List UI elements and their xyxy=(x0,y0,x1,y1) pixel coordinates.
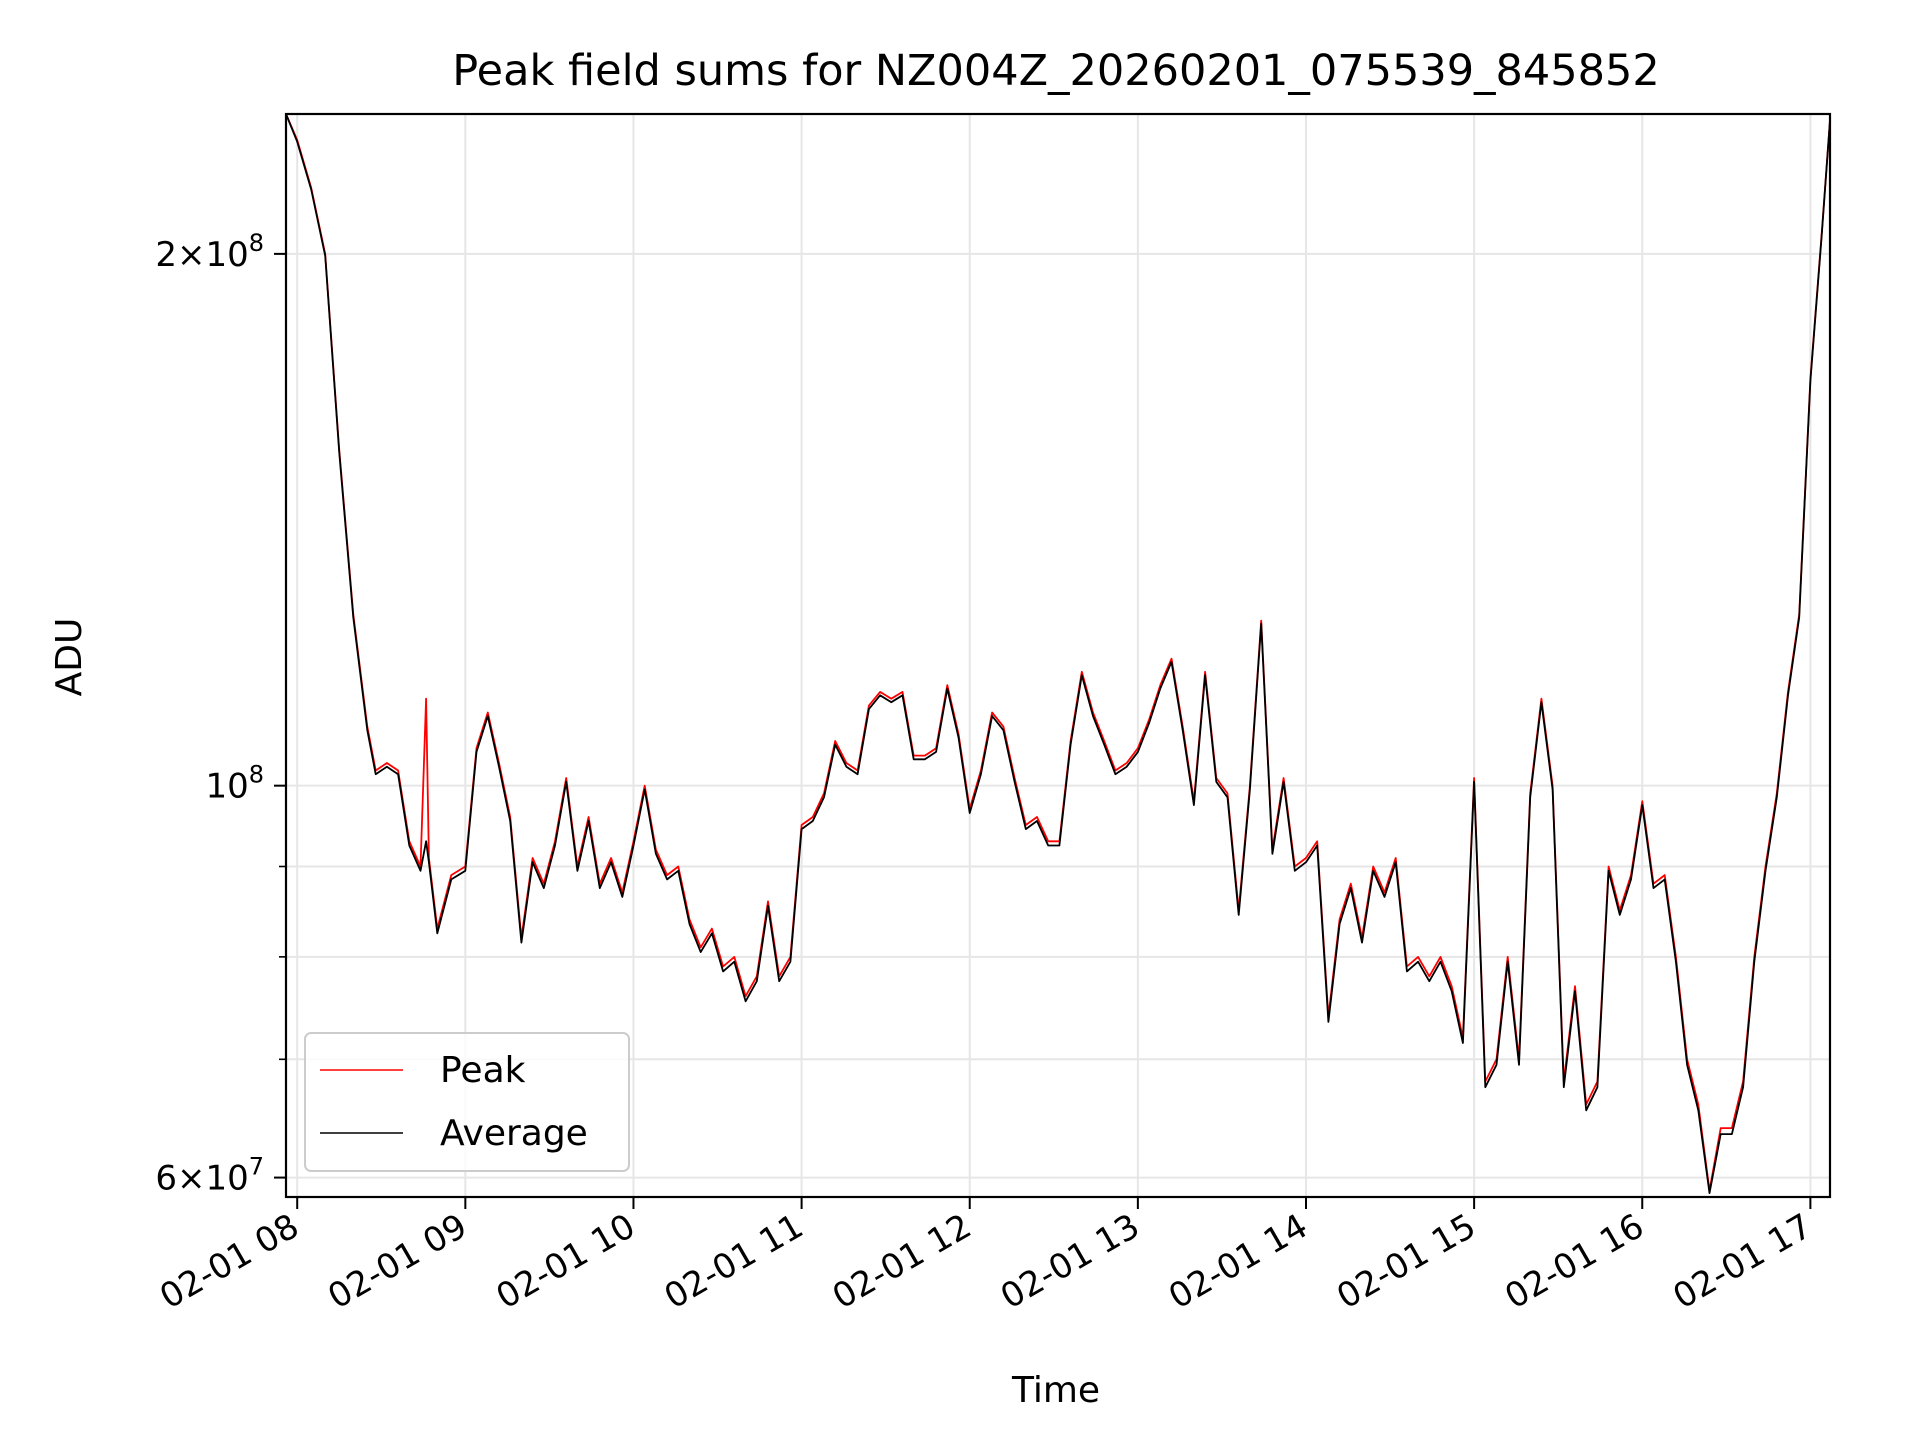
y-tick-label: 6×107 xyxy=(155,1153,264,1199)
y-tick-label: 2×108 xyxy=(155,229,264,275)
y-tick-exponent: 7 xyxy=(249,1153,264,1181)
legend[interactable]: Peak Average xyxy=(304,1032,630,1172)
y-tick-base: 6 xyxy=(155,1159,177,1199)
chart-title: Peak field sums for NZ004Z_20260201_0755… xyxy=(452,46,1659,96)
grid xyxy=(286,114,1830,1197)
y-tick-base: 2 xyxy=(155,235,177,275)
x-axis-label: Time xyxy=(1011,1370,1100,1411)
plot-lines xyxy=(285,113,1831,1194)
y-axis-label: ADU xyxy=(49,618,90,697)
legend-label-average: Average xyxy=(440,1113,588,1154)
series-line-average xyxy=(285,113,1831,1194)
y-tick-exponent: 8 xyxy=(249,761,264,789)
y-tick-ten: 10 xyxy=(205,1159,248,1199)
y-tick-exponent: 8 xyxy=(249,229,264,257)
plot-frame xyxy=(284,112,1832,1199)
y-tick-ten: 10 xyxy=(205,767,248,807)
legend-box xyxy=(304,1032,630,1172)
y-tick-ten: 10 xyxy=(205,235,248,275)
y-tick-label: 108 xyxy=(205,761,264,807)
y-tick-times: × xyxy=(177,235,206,275)
legend-label-peak: Peak xyxy=(440,1050,526,1091)
y-tick-times: × xyxy=(177,1159,206,1199)
